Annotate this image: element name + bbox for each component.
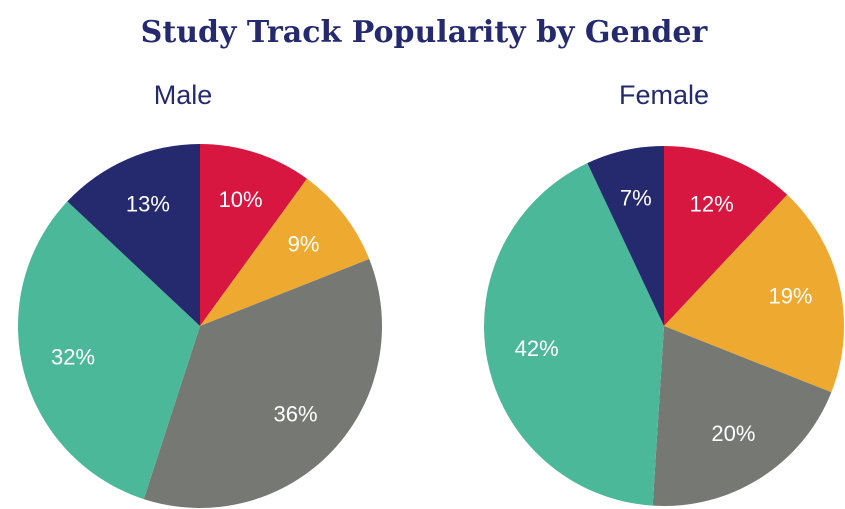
slice-label: 19% <box>768 284 812 309</box>
pie-title: Female <box>619 80 709 110</box>
slice-label: 12% <box>690 191 734 216</box>
pie-slice <box>17 201 201 500</box>
pie-slice <box>587 146 664 326</box>
pie-slice <box>200 178 370 326</box>
pie-slice <box>484 163 664 506</box>
pie-slice <box>664 194 844 393</box>
slice-label: 36% <box>274 402 318 427</box>
slice-label: 42% <box>515 336 559 361</box>
slice-label: 9% <box>288 231 320 256</box>
pie-slice <box>200 144 307 326</box>
pie-slice <box>664 146 788 326</box>
slice-label: 7% <box>620 185 652 210</box>
pie-title: Male <box>154 80 213 110</box>
pie-slice <box>652 326 832 506</box>
pie-slice <box>67 144 200 326</box>
pie-slice <box>143 259 383 509</box>
slice-label: 20% <box>711 421 755 446</box>
slice-label: 10% <box>218 187 262 212</box>
slice-label: 32% <box>51 344 95 369</box>
slice-label: 13% <box>126 192 170 217</box>
main-title: Study Track Popularity by Gender <box>141 15 709 50</box>
